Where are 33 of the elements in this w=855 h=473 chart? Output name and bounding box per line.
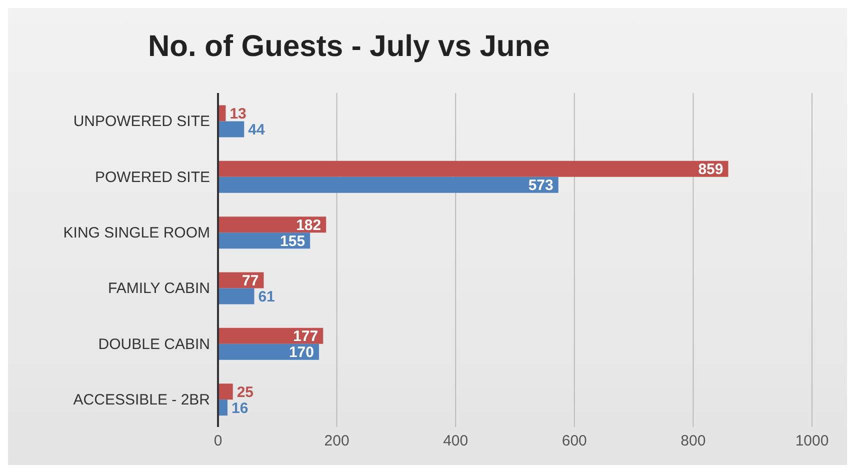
bar bbox=[218, 328, 324, 344]
y-tick-label: UNPOWERED SITE bbox=[73, 113, 210, 130]
bar bbox=[218, 384, 233, 400]
data-label: 77 bbox=[242, 272, 259, 290]
bar bbox=[218, 288, 254, 304]
chart-title: No. of Guests - July vs June bbox=[148, 30, 550, 64]
y-tick-label: POWERED SITE bbox=[94, 168, 210, 186]
x-tick-label: 600 bbox=[562, 432, 587, 450]
x-tick-label: 1000 bbox=[795, 432, 829, 450]
x-tick-label: 400 bbox=[443, 432, 468, 450]
x-tick-label: 200 bbox=[324, 432, 350, 450]
bar bbox=[218, 121, 244, 138]
data-label: 25 bbox=[236, 384, 254, 401]
x-tick-label: 0 bbox=[214, 432, 222, 450]
bar bbox=[218, 216, 326, 233]
data-label: 177 bbox=[293, 328, 318, 346]
x-tick-label: 800 bbox=[680, 432, 706, 450]
bar bbox=[218, 160, 728, 177]
data-label: 573 bbox=[528, 177, 554, 194]
data-label: 859 bbox=[698, 161, 724, 178]
y-tick-label: DOUBLE CABIN bbox=[98, 336, 210, 353]
data-label: 182 bbox=[296, 216, 322, 234]
data-label: 44 bbox=[248, 121, 266, 138]
data-label: 170 bbox=[288, 344, 314, 362]
y-tick-label: FAMILY CABIN bbox=[108, 280, 210, 298]
data-label: 61 bbox=[258, 288, 275, 306]
data-label: 16 bbox=[232, 400, 248, 417]
data-label: 13 bbox=[230, 105, 246, 122]
bar bbox=[218, 344, 319, 360]
data-label: 155 bbox=[280, 232, 306, 250]
y-tick-label: ACCESSIBLE - 2BR bbox=[73, 391, 210, 408]
y-tick-label: KING SINGLE ROOM bbox=[63, 224, 210, 242]
bar bbox=[218, 176, 558, 193]
